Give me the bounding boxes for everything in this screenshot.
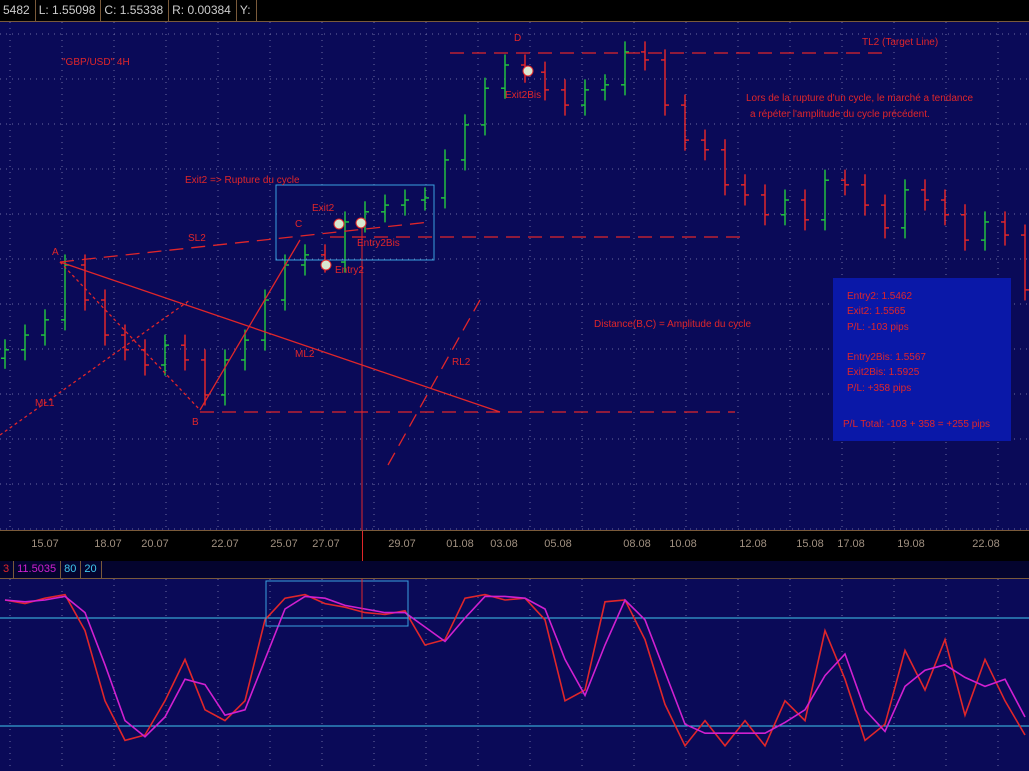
symbol-label: "GBP/USD" 4H: [62, 57, 130, 68]
note-line-2: a répéter l'amplitude du cycle précédent…: [750, 109, 930, 120]
b-c-line: [199, 239, 301, 411]
stochastic-panel[interactable]: [0, 579, 1029, 771]
entry2-label: Entry2: [335, 265, 364, 276]
date-axis: 15.07 18.07 20.07 22.07 25.07 27.07 29.07 01.08…: [0, 530, 1029, 579]
point-c-label: C: [295, 219, 303, 230]
lower-level: 20: [81, 561, 102, 578]
ml1-label: ML1: [35, 398, 55, 409]
info-pl-total: P/L Total: -103 + 358 = +255 pips: [843, 419, 991, 430]
point-a-label: A: [52, 247, 59, 258]
exit2bis-label: Exit2Bis: [505, 90, 542, 101]
trade-zone-box: [275, 184, 435, 261]
date-tick-label: 29.07: [388, 538, 416, 550]
tl2-label: TL2 (Target Line): [862, 37, 939, 48]
rl2-label: RL2: [452, 357, 471, 368]
date-tick-label: 19.08: [897, 538, 925, 550]
stoch-value: 11.5035: [14, 561, 62, 578]
price-readout-bar: 5482 L: 1.55098 C: 1.55338 R: 0.00384 Y:: [0, 0, 1029, 22]
point-b-label: B: [192, 417, 199, 428]
note-line-1: Lors de la rupture d'un cycle, le marché…: [746, 93, 974, 104]
rl2-line: [387, 299, 481, 466]
pl-info-box: Entry2: 1.5462 Exit2: 1.5565 P/L: -103 p…: [833, 278, 1011, 441]
trade-marker: [355, 217, 367, 229]
ml2-label: ML2: [295, 349, 315, 360]
readout-y: Y:: [237, 0, 257, 21]
stoch-period: 3: [0, 561, 15, 578]
date-tick-label: 27.07: [312, 538, 340, 550]
date-tick-label: 20.07: [141, 538, 169, 550]
price-chart: [0, 22, 1029, 530]
info-entry2: Entry2: 1.5462: [847, 291, 913, 302]
upper-level: 80: [61, 561, 82, 578]
date-tick-label: 01.08: [446, 538, 474, 550]
date-tick-label: 12.08: [739, 538, 767, 550]
rupture-label: Exit2 => Rupture du cycle: [185, 175, 300, 186]
date-tick-label: 25.07: [270, 538, 298, 550]
date-tick-label: 17.08: [837, 538, 865, 550]
readout-close: C: 1.55338: [101, 0, 170, 21]
sl2-label: SL2: [188, 233, 206, 244]
date-tick-label: 03.08: [490, 538, 518, 550]
stoch-k-line: [4, 593, 1026, 748]
entry-vertical-line: [362, 531, 363, 579]
date-tick-label: 22.08: [972, 538, 1000, 550]
date-tick-label: 18.07: [94, 538, 122, 550]
readout-open: 5482: [0, 0, 36, 21]
entry2bis-label: Entry2Bis: [357, 238, 400, 249]
sl2-line: [59, 221, 431, 263]
date-tick-label: 15.08: [796, 538, 824, 550]
date-tick-label: 15.07: [31, 538, 59, 550]
date-tick-label: 22.07: [211, 538, 239, 550]
info-exit2: Exit2: 1.5565: [847, 306, 906, 317]
info-entry2bis: Entry2Bis: 1.5567: [847, 352, 926, 363]
trade-marker: [522, 65, 534, 77]
ml2-line: [59, 261, 501, 413]
info-exit2bis: Exit2Bis: 1.5925: [847, 367, 920, 378]
ml1-line: [0, 299, 191, 436]
trade-marker: [320, 259, 332, 271]
date-tick-label: 05.08: [544, 538, 572, 550]
stoch-zone-box: [265, 580, 409, 627]
info-pl2: P/L: +358 pips: [847, 383, 912, 394]
stoch-d-line: [4, 595, 1026, 738]
distance-label: Distance(B,C) = Amplitude du cycle: [594, 319, 752, 330]
price-chart-panel[interactable]: "GBP/USD" 4H D TL2 (Target Line) Lors de…: [0, 22, 1029, 530]
exit2-label: Exit2: [312, 203, 335, 214]
stochastic-chart: [0, 579, 1029, 771]
indicator-readout-bar: 3 11.5035 80 20: [0, 561, 1029, 579]
date-tick-label: 10.08: [669, 538, 697, 550]
point-d-label: D: [514, 33, 522, 44]
readout-range: R: 0.00384: [169, 0, 237, 21]
trade-marker: [333, 218, 345, 230]
info-pl1: P/L: -103 pips: [847, 322, 909, 333]
a-b-dotted-line: [59, 261, 201, 411]
readout-low: L: 1.55098: [36, 0, 102, 21]
date-tick-label: 08.08: [623, 538, 651, 550]
